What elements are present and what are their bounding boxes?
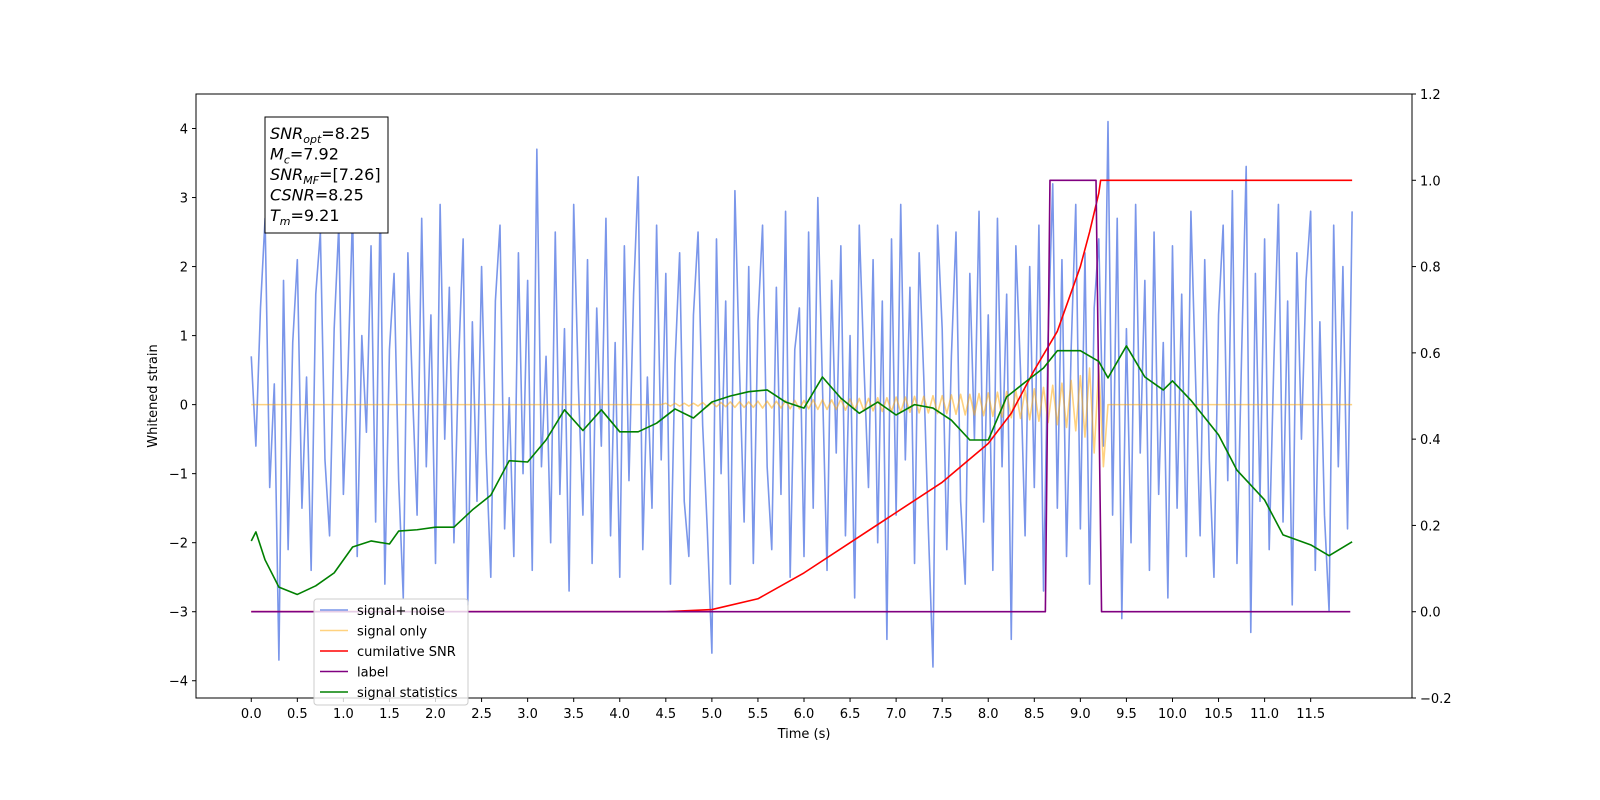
annotation-symbol: T: [270, 206, 281, 225]
x-tick-label: 7.0: [886, 707, 907, 722]
y2-tick-label: 0.8: [1420, 261, 1441, 276]
y2-tick-label: 0.0: [1420, 606, 1441, 621]
y-tick-label: 0: [180, 399, 188, 414]
x-tick-label: 1.0: [333, 707, 354, 722]
x-tick-label: 10.0: [1158, 707, 1187, 722]
series-line: [251, 179, 1351, 613]
x-tick-label: 8.0: [978, 707, 999, 722]
x-tick-label: 4.5: [655, 707, 676, 722]
series-line: [251, 365, 1353, 468]
x-tick-label: 11.0: [1250, 707, 1279, 722]
legend-label: label: [357, 666, 388, 681]
annotation-symbol: SNR: [270, 124, 303, 143]
y-tick-label: −4: [169, 675, 188, 690]
y2-tick-label: 1.0: [1420, 174, 1441, 189]
x-tick-label: 4.0: [609, 707, 630, 722]
x-tick-label: 10.5: [1204, 707, 1233, 722]
x-tick-label: 2.0: [425, 707, 446, 722]
annotation-symbol: CSNR: [270, 186, 315, 205]
annotation-value: =8.25: [315, 186, 364, 205]
plot-area: [250, 120, 1353, 668]
series-line: [251, 179, 1353, 613]
x-axis-label: Time (s): [777, 727, 831, 742]
series-line: [250, 120, 1353, 668]
y2-tick-label: 0.6: [1420, 347, 1441, 362]
x-tick-label: 5.5: [748, 707, 769, 722]
y-tick-label: −2: [169, 537, 188, 552]
x-tick-label: 0.0: [241, 707, 262, 722]
annotation-symbol: SNR: [270, 165, 303, 184]
y-tick-label: 3: [180, 192, 188, 207]
annotation-line: CSNR=8.25: [270, 186, 364, 205]
x-tick-label: 9.0: [1070, 707, 1091, 722]
x-tick-label: 1.5: [379, 707, 400, 722]
annotation-value: =8.25: [321, 124, 370, 143]
x-tick-label: 2.5: [471, 707, 492, 722]
annotation-box: SNRopt=8.25Mc=7.92SNRMF=[7.26]CSNR=8.25T…: [264, 116, 389, 234]
x-tick-label: 0.5: [287, 707, 308, 722]
annotation-symbol: M: [270, 145, 284, 164]
y-tick-label: 2: [180, 261, 188, 276]
annotation-value: =9.21: [291, 206, 340, 225]
y2-tick-label: 0.2: [1420, 519, 1441, 534]
y2-tick-label: −0.2: [1420, 692, 1452, 707]
annotation-subscript: c: [284, 154, 290, 167]
y-tick-label: −1: [169, 468, 188, 483]
x-tick-label: 6.5: [840, 707, 861, 722]
annotation-frame: [264, 116, 389, 234]
annotation-value: =[7.26]: [319, 165, 381, 184]
annotation-line: Mc=7.92: [270, 145, 339, 167]
annotation-value: =7.92: [290, 145, 339, 164]
y-tick-label: 4: [180, 123, 188, 138]
legend-label: signal statistics: [357, 686, 458, 701]
legend-label: signal only: [357, 625, 427, 640]
annotation-line: SNRopt=8.25: [270, 124, 370, 146]
x-tick-label: 3.5: [563, 707, 584, 722]
legend-label: signal+ noise: [357, 604, 445, 619]
legend: signal+ noise signal only cumilative SNR la…: [313, 598, 469, 706]
series-line: [250, 345, 1353, 596]
x-tick-label: 11.5: [1296, 707, 1325, 722]
x-tick-label: 9.5: [1116, 707, 1137, 722]
annotation-subscript: m: [280, 215, 291, 228]
x-tick-label: 7.5: [932, 707, 953, 722]
x-tick-label: 5.0: [702, 707, 723, 722]
annotation-line: SNRMF=[7.26]: [270, 165, 381, 187]
y-axis-label: Whitened strain: [146, 344, 161, 447]
x-tick-label: 3.0: [517, 707, 538, 722]
y-tick-label: 1: [180, 330, 188, 345]
annotation-subscript: opt: [303, 133, 322, 146]
annotation-subscript: MF: [303, 174, 319, 187]
annotation-line: Tm=9.21: [270, 206, 340, 228]
y2-tick-label: 0.4: [1420, 433, 1441, 448]
y-tick-label: −3: [169, 606, 188, 621]
x-tick-label: 8.5: [1024, 707, 1045, 722]
x-tick-label: 6.0: [794, 707, 815, 722]
legend-frame: [313, 598, 469, 706]
y2-tick-label: 1.2: [1420, 88, 1441, 103]
legend-label: cumilative SNR: [357, 645, 456, 660]
